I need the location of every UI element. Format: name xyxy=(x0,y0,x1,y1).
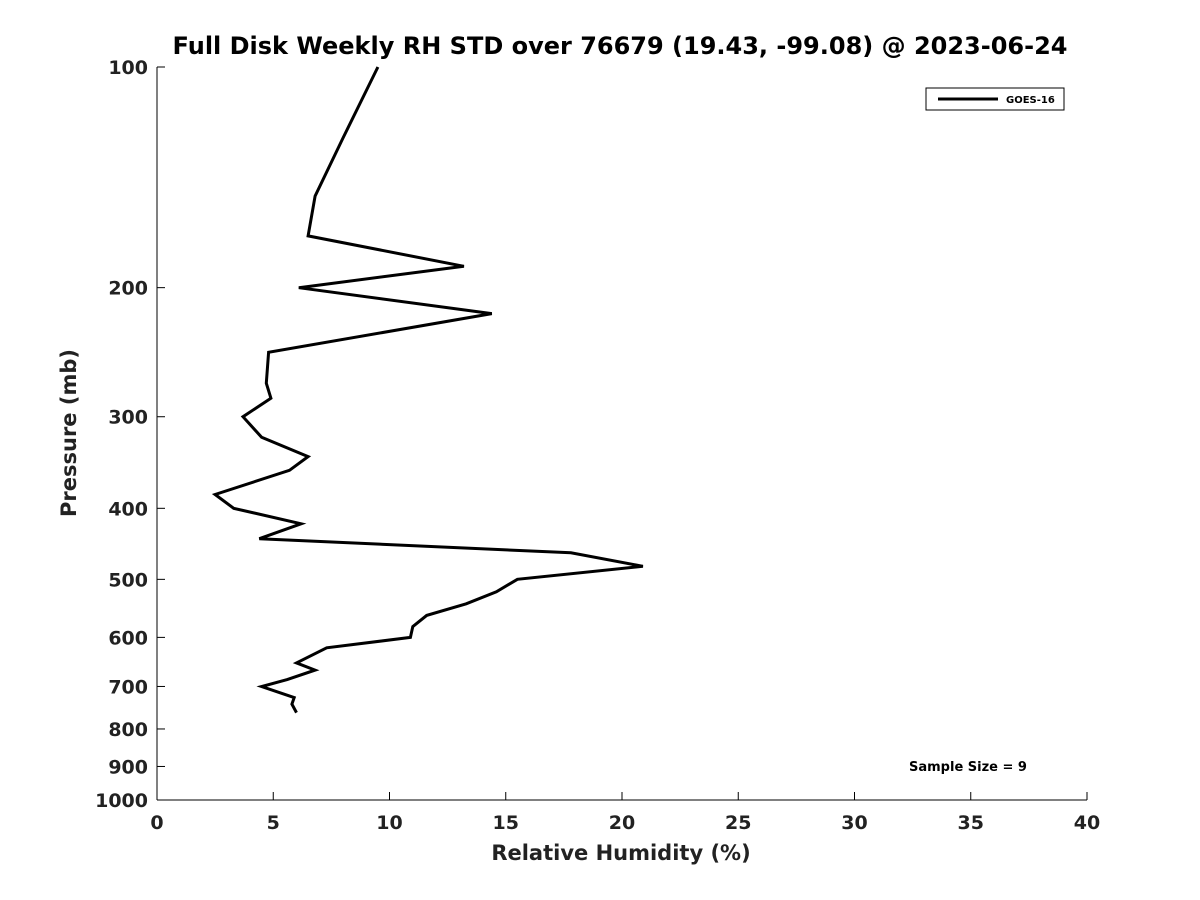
sample-size-annotation: Sample Size = 9 xyxy=(909,760,1027,775)
y-tick-label: 700 xyxy=(108,676,148,698)
x-tick-label: 40 xyxy=(1074,812,1100,834)
series-line-goes-16 xyxy=(211,66,644,714)
x-tick-label: 25 xyxy=(725,812,751,834)
y-tick-label: 400 xyxy=(108,498,148,520)
x-tick-label: 30 xyxy=(841,812,867,834)
y-tick-label: 1000 xyxy=(95,790,148,812)
x-tick-label: 5 xyxy=(267,812,280,834)
x-tick-label: 10 xyxy=(376,812,402,834)
y-tick-label: 800 xyxy=(108,719,148,741)
tick-labels: 0 5 10 15 20 25 30 35 40 100 200 300 400 500 600 700 800… xyxy=(95,57,1100,834)
y-tick-label: 200 xyxy=(108,278,148,300)
x-tick-label: 15 xyxy=(493,812,519,834)
y-tick-label: 500 xyxy=(108,569,148,591)
x-tick-label: 0 xyxy=(150,812,163,834)
tick-marks xyxy=(156,66,1088,801)
y-tick-label: 300 xyxy=(108,407,148,429)
x-tick-label: 35 xyxy=(958,812,984,834)
y-tick-label: 600 xyxy=(108,627,148,649)
y-axis-label: Pressure (mb) xyxy=(57,349,81,517)
legend: GOES-16 xyxy=(925,87,1065,111)
chart-title: Full Disk Weekly RH STD over 76679 (19.4… xyxy=(173,32,1068,60)
legend-label: GOES-16 xyxy=(1006,95,1055,106)
x-tick-label: 20 xyxy=(609,812,635,834)
x-axis-label: Relative Humidity (%) xyxy=(491,841,750,865)
y-tick-label: 100 xyxy=(108,57,148,79)
y-tick-label: 900 xyxy=(108,756,148,778)
